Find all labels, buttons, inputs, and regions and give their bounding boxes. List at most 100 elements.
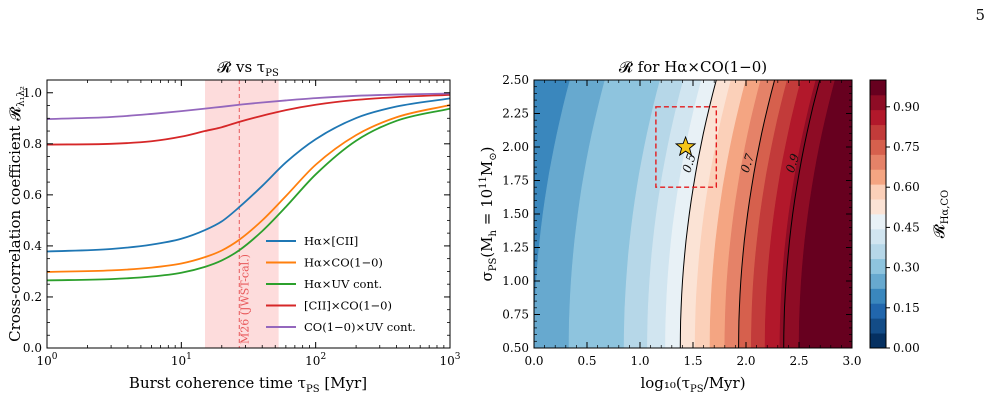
cbar-tick-label: 0.45 [893,220,920,234]
contour-line-1 [738,80,776,348]
x-tick-base: 10 [439,354,454,368]
colorbar-segment-11 [870,169,886,185]
x-tick-label: 102 [305,352,326,368]
colorbar-frame [869,79,887,349]
colorbar-segment-14 [870,124,886,140]
line-series-group [46,92,451,282]
cbar-tick-label: 0.00 [893,341,920,355]
colorbar-segment-7 [870,228,886,245]
legend-label-0: Hα×[CII] [304,234,358,248]
rx-tick-label: 1.0 [630,354,649,368]
x-tick-exponent: 3 [455,352,461,362]
rx-tick-label: 3.0 [842,354,861,368]
colorbar-segment-12 [870,154,886,170]
ry-tick-label: 1.75 [502,174,529,188]
colorbar-segment-1 [870,318,886,334]
right-chart-title: 𝓡 for Hα×CO(1−0) [619,58,767,76]
heatmap-band-17 [798,80,852,348]
contour-labels: 0.5 0.7 0.9 [680,152,803,175]
legend-label-1: Hα×CO(1−0) [304,256,383,270]
x-tick-label: 103 [439,352,460,368]
left-chart-title: 𝓡 vs τPS [217,58,279,79]
colorbar-label: 𝓡Hα,CO [930,190,951,239]
ry-tick-label: 2.50 [502,73,529,87]
rx-tick-label: 2.5 [789,354,808,368]
x-tick-base: 10 [171,354,186,368]
right-x-axis-label: log₁₀(τPS/Myr) [640,374,745,395]
colorbar-segment-17 [870,80,886,96]
ry-tick-label: 1.00 [502,274,529,288]
contour-lines [679,80,821,348]
rx-tick-label: 0.0 [524,354,543,368]
legend-label-2: Hα×UV cont. [304,277,382,291]
right-x-ticks: 0.0 0.5 1.0 1.5 2.0 2.5 3.0 [524,80,862,368]
cbar-tick-label: 0.90 [893,100,920,114]
colorbar-segment-10 [870,184,886,200]
right-y-ticks: 0.50 0.75 1.00 1.25 1.50 1.75 2.00 2.25 2.50 [502,73,852,355]
colorbar-segment-13 [870,139,886,155]
y-tick-label: 0.8 [23,137,42,151]
colorbar-segment-5 [870,258,886,274]
series-line-4 [46,92,451,120]
series-line-3 [46,93,451,146]
colorbar-segment-15 [870,109,886,126]
shaded-band [204,80,279,348]
series-line-0 [46,97,451,253]
x-tick-exponent: 1 [186,352,192,362]
ry-tick-label: 2.00 [502,140,529,154]
colorbar-segment-0 [870,333,886,349]
cbar-tick-label: 0.15 [893,301,920,315]
right-chart: 0.5 0.7 0.9 0.0 0.5 1.0 1.5 2.0 2.5 3.0 0.50 0.75… [478,58,951,395]
ry-tick-label: 2.25 [502,107,529,121]
left-y-ticks: 0.0 0.2 0.4 0.6 0.8 1.0 [23,86,450,355]
left-x-axis-label: Burst coherence time τPS [Myr] [129,374,367,395]
x-tick-exponent: 2 [320,352,326,362]
rx-tick-label: 2.0 [736,354,755,368]
vertical-line-label: M26 (JWST-cal.) [238,254,251,344]
contour-label-1: 0.7 [738,152,757,175]
legend: Hα×[CII] Hα×CO(1−0) Hα×UV cont. [CII]×CO(1−… [266,234,416,334]
x-tick-exponent: 0 [52,352,58,362]
y-tick-label: 0.0 [23,341,42,355]
contour-line-0 [679,80,717,348]
ry-tick-label: 0.75 [502,308,529,322]
colorbar-segment-8 [870,214,886,230]
left-plot-frame [46,79,451,349]
ry-tick-label: 0.50 [502,341,529,355]
colorbar-segment-3 [870,288,886,304]
x-tick-base: 10 [305,354,320,368]
colorbar-ticks: 0.00 0.15 0.30 0.45 0.60 0.75 0.90 [886,100,920,355]
colorbar-segment-9 [870,199,886,215]
colorbar-segment-16 [870,94,886,111]
x-tick-base: 10 [36,354,51,368]
cbar-tick-label: 0.75 [893,140,920,154]
colorbar-segment-4 [870,273,886,289]
left-x-ticks: 100 101 102 103 [36,80,461,368]
contour-label-2: 0.9 [783,152,802,175]
x-tick-label: 100 [36,352,57,368]
page-number: 5 [975,6,985,24]
y-tick-label: 0.6 [23,188,42,202]
left-y-axis-label: Cross-correlation coefficient 𝓡λ₁λ₂ [6,86,27,342]
y-tick-label: 0.4 [23,239,42,253]
contour-line-2 [783,80,821,348]
highlight-box [655,106,718,188]
left-chart: M26 (JWST-cal.) 100 101 102 103 0.00.20.40.… [6,58,461,395]
legend-label-4: CO(1−0)×UV cont. [304,320,416,334]
x-tick-label: 101 [171,352,192,368]
colorbar-segment-6 [870,243,886,260]
ry-tick-label: 1.25 [502,241,529,255]
series-line-1 [46,104,451,273]
series-line-2 [46,107,451,282]
y-tick-label: 1.0 [23,86,42,100]
right-y-axis-label: σPS(Mh = 1011M⊙) [478,146,499,281]
cbar-tick-label: 0.60 [893,180,920,194]
ry-tick-label: 1.50 [502,207,529,221]
y-tick-label: 0.2 [23,290,42,304]
colorbar [870,80,886,349]
cbar-tick-label: 0.30 [893,261,920,275]
star-marker-icon [674,135,697,157]
colorbar-segment-2 [870,303,886,319]
contour-label-0: 0.5 [680,152,699,174]
